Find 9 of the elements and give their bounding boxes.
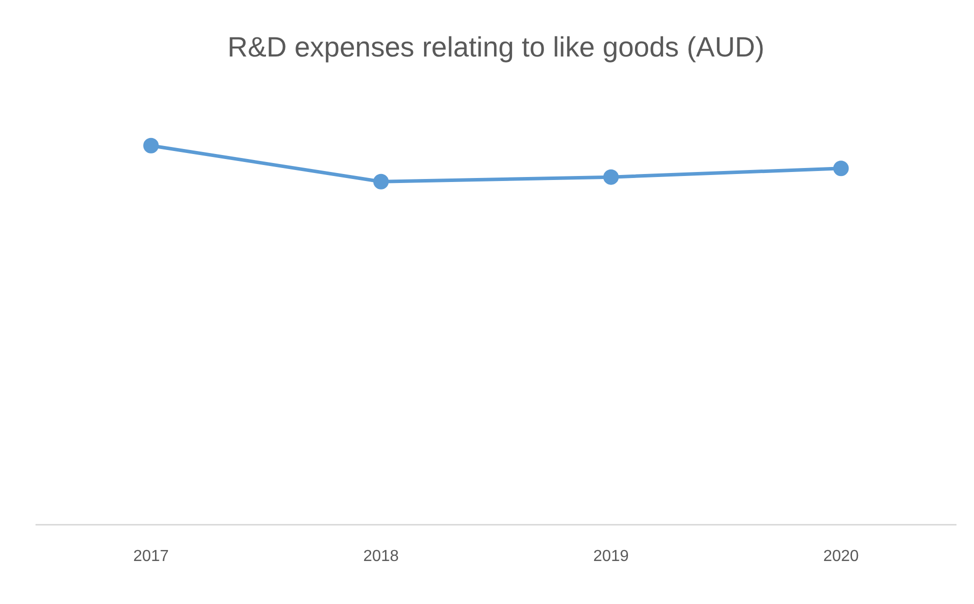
- point: [373, 174, 389, 190]
- x-tick-label: 2019: [593, 548, 629, 565]
- x-tick-label: 2020: [823, 548, 859, 565]
- point: [603, 169, 619, 185]
- x-tick-label: 2018: [363, 548, 399, 565]
- point: [143, 138, 159, 154]
- point: [833, 160, 849, 176]
- x-tick-label: 2017: [133, 548, 169, 565]
- chart-title: R&D expenses relating to like goods (AUD): [228, 32, 764, 63]
